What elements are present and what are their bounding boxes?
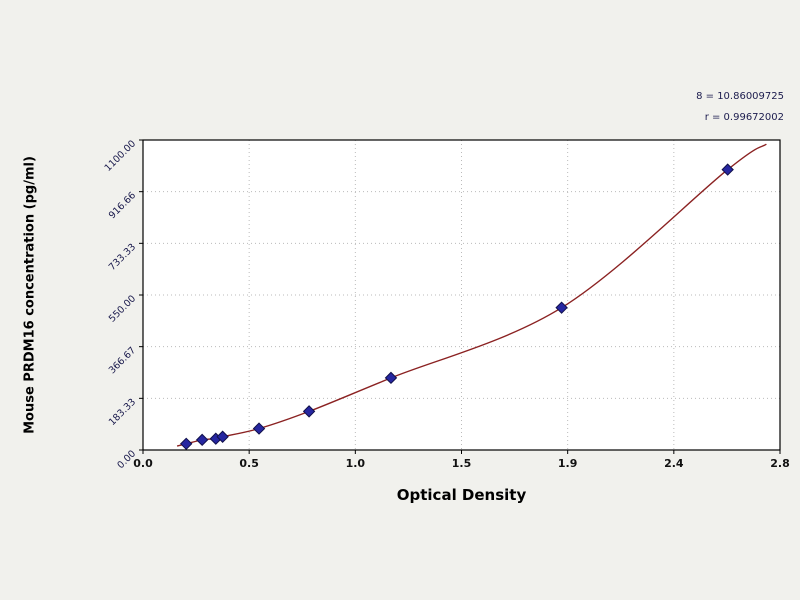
- data-point: [195, 433, 209, 447]
- y-tick-label: 733.33: [107, 242, 138, 273]
- x-tick-label: 2.4: [664, 457, 684, 470]
- data-point: [555, 301, 568, 314]
- x-tick-label: 0.0: [133, 457, 153, 470]
- fit-statistics: 8 = 10.86009725 r = 0.99672002: [696, 86, 784, 128]
- x-axis-label: Optical Density: [396, 486, 527, 504]
- x-tick-label: 2.8: [770, 457, 790, 470]
- x-tick-label: 0.5: [239, 457, 259, 470]
- y-tick-label: 366.67: [107, 345, 138, 376]
- data-point: [180, 437, 193, 451]
- data-point: [384, 371, 398, 385]
- fit-coefficient-text: 8 = 10.86009725: [696, 91, 784, 102]
- data-point: [252, 422, 266, 435]
- data-point: [302, 405, 316, 418]
- x-tick-label: 1.5: [452, 457, 472, 470]
- y-tick-label: 1100.00: [103, 138, 139, 174]
- data-point: [216, 430, 229, 443]
- x-tick-label: 1.0: [346, 457, 366, 470]
- fit-r-value-text: r = 0.99672002: [704, 112, 784, 123]
- y-tick-label: 550.00: [107, 293, 138, 324]
- data-point: [721, 163, 734, 176]
- x-tick-label: 1.9: [558, 457, 578, 470]
- y-tick-label: 183.33: [107, 397, 138, 428]
- y-tick-label: 916.66: [107, 190, 138, 221]
